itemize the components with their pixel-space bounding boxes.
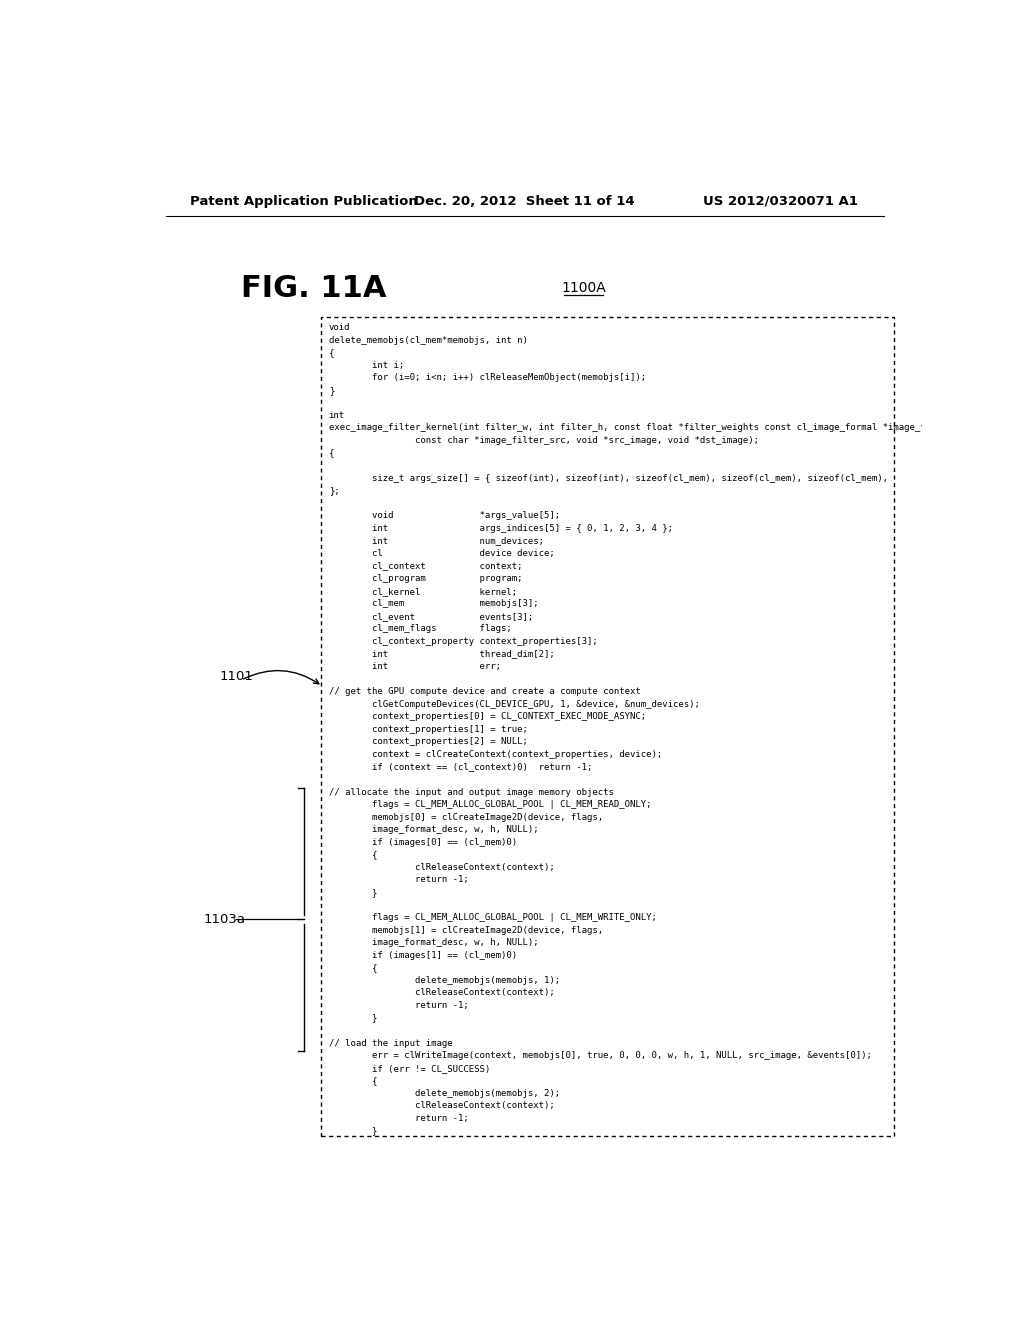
Text: Dec. 20, 2012  Sheet 11 of 14: Dec. 20, 2012 Sheet 11 of 14 [415,194,635,207]
Text: cl_event            events[3];: cl_event events[3]; [329,611,532,620]
Text: context_properties[0] = CL_CONTEXT_EXEC_MODE_ASYNC;: context_properties[0] = CL_CONTEXT_EXEC_… [329,713,646,721]
Text: {: { [329,850,377,859]
Text: 1100A: 1100A [561,281,606,296]
Text: void: void [329,323,350,333]
Text: cl_context          context;: cl_context context; [329,561,522,570]
Text: cl                  device device;: cl device device; [329,549,554,558]
Text: int                 args_indices[5] = { 0, 1, 2, 3, 4 };: int args_indices[5] = { 0, 1, 2, 3, 4 }; [329,524,673,533]
Text: };: }; [329,486,339,495]
Text: 1101: 1101 [219,671,253,684]
Text: clGetComputeDevices(CL_DEVICE_GPU, 1, &device, &num_devices);: clGetComputeDevices(CL_DEVICE_GPU, 1, &d… [329,700,699,709]
Text: cl_kernel           kernel;: cl_kernel kernel; [329,586,517,595]
Text: for (i=0; i<n; i++) clReleaseMemObject(memobjs[i]);: for (i=0; i<n; i++) clReleaseMemObject(m… [329,374,646,383]
Text: context_properties[1] = true;: context_properties[1] = true; [329,725,527,734]
Text: 1103a: 1103a [204,913,246,925]
Text: memobjs[1] = clCreateImage2D(device, flags,: memobjs[1] = clCreateImage2D(device, fla… [329,925,603,935]
Text: void                *args_value[5];: void *args_value[5]; [329,511,560,520]
Text: image_format_desc, w, h, NULL);: image_format_desc, w, h, NULL); [329,825,539,834]
Text: // allocate the input and output image memory objects: // allocate the input and output image m… [329,788,613,796]
Text: int i;: int i; [329,360,403,370]
Text: size_t args_size[] = { sizeof(int), sizeof(int), sizeof(cl_mem), sizeof(cl_mem),: size_t args_size[] = { sizeof(int), size… [329,474,888,483]
Text: image_format_desc, w, h, NULL);: image_format_desc, w, h, NULL); [329,939,539,948]
Text: clReleaseContext(context);: clReleaseContext(context); [329,863,554,871]
Text: cl_context_property context_properties[3];: cl_context_property context_properties[3… [329,636,597,645]
Text: flags = CL_MEM_ALLOC_GLOBAL_POOL | CL_MEM_READ_ONLY;: flags = CL_MEM_ALLOC_GLOBAL_POOL | CL_ME… [329,800,651,809]
Text: context_properties[2] = NULL;: context_properties[2] = NULL; [329,738,527,746]
Text: delete_memobjs(cl_mem*memobjs, int n): delete_memobjs(cl_mem*memobjs, int n) [329,335,527,345]
Text: return -1;: return -1; [329,1001,468,1010]
Text: int                 err;: int err; [329,661,501,671]
Text: clReleaseContext(context);: clReleaseContext(context); [329,1101,554,1110]
Text: if (context == (cl_context)0)  return -1;: if (context == (cl_context)0) return -1; [329,763,592,771]
Text: exec_image_filter_kernel(int filter_w, int filter_h, const float *filter_weights: exec_image_filter_kernel(int filter_w, i… [329,424,984,433]
Text: // get the GPU compute device and create a compute context: // get the GPU compute device and create… [329,688,640,696]
Text: int                 thread_dim[2];: int thread_dim[2]; [329,649,554,659]
Text: US 2012/0320071 A1: US 2012/0320071 A1 [703,194,858,207]
Text: }: } [329,385,334,395]
Text: }: } [329,1014,377,1023]
Text: context = clCreateContext(context_properties, device);: context = clCreateContext(context_proper… [329,750,662,759]
Text: memobjs[0] = clCreateImage2D(device, flags,: memobjs[0] = clCreateImage2D(device, fla… [329,813,603,821]
Text: {: { [329,964,377,973]
Text: if (err != CL_SUCCESS): if (err != CL_SUCCESS) [329,1064,489,1073]
Text: cl_mem_flags        flags;: cl_mem_flags flags; [329,624,511,634]
Text: // load the input image: // load the input image [329,1039,453,1048]
Text: {: { [329,449,334,458]
Text: Patent Application Publication: Patent Application Publication [189,194,418,207]
Text: return -1;: return -1; [329,1114,468,1123]
Text: return -1;: return -1; [329,875,468,884]
Text: int                 num_devices;: int num_devices; [329,536,544,545]
Text: flags = CL_MEM_ALLOC_GLOBAL_POOL | CL_MEM_WRITE_ONLY;: flags = CL_MEM_ALLOC_GLOBAL_POOL | CL_ME… [329,913,656,923]
Text: FIG. 11A: FIG. 11A [241,275,386,304]
Text: const char *image_filter_src, void *src_image, void *dst_image);: const char *image_filter_src, void *src_… [329,436,759,445]
Text: int: int [329,411,345,420]
Text: delete_memobjs(memobjs, 1);: delete_memobjs(memobjs, 1); [329,975,560,985]
Bar [321,317,894,1137]
Text: err = clWriteImage(context, memobjs[0], true, 0, 0, 0, w, h, 1, NULL, src_image,: err = clWriteImage(context, memobjs[0], … [329,1051,871,1060]
Text: cl_program          program;: cl_program program; [329,574,522,583]
Text: {: { [329,1076,377,1085]
Text: }: } [329,1126,377,1135]
Text: if (images[0] == (cl_mem)0): if (images[0] == (cl_mem)0) [329,838,517,846]
Text: cl_mem              memobjs[3];: cl_mem memobjs[3]; [329,599,539,609]
Text: {: { [329,348,334,358]
Text: }: } [329,888,377,896]
Text: delete_memobjs(memobjs, 2);: delete_memobjs(memobjs, 2); [329,1089,560,1098]
Text: if (images[1] == (cl_mem)0): if (images[1] == (cl_mem)0) [329,950,517,960]
Text: clReleaseContext(context);: clReleaseContext(context); [329,989,554,998]
